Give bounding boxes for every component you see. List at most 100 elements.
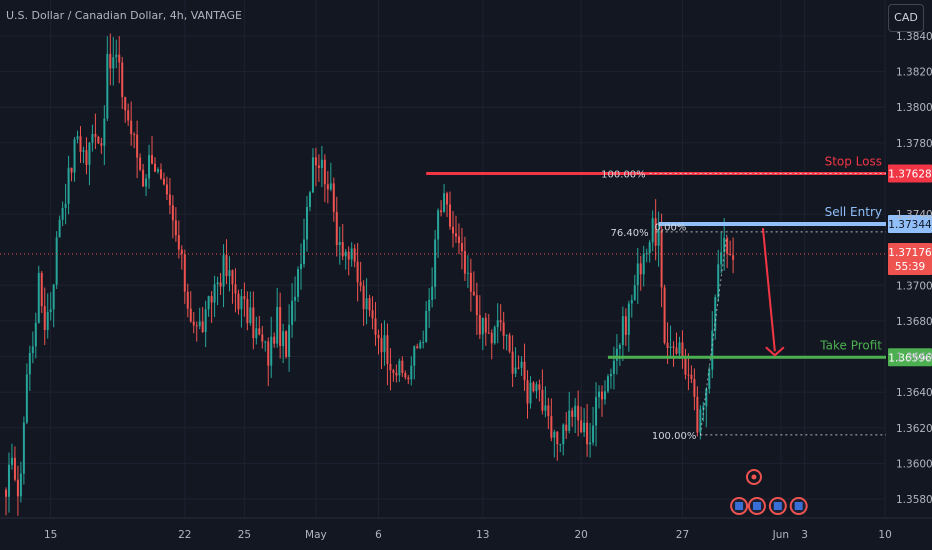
candle — [198, 321, 201, 326]
candle — [475, 295, 478, 316]
candle — [171, 205, 174, 221]
candle — [222, 254, 225, 287]
candle — [621, 316, 624, 345]
candle — [452, 226, 454, 234]
candle — [693, 378, 696, 397]
candle — [639, 263, 642, 275]
candle — [368, 298, 371, 311]
candle — [487, 332, 490, 334]
candle — [684, 358, 687, 375]
candle — [454, 233, 457, 237]
candle — [478, 315, 481, 335]
candle — [201, 321, 204, 332]
candle — [300, 263, 303, 270]
candle — [52, 284, 55, 310]
candle — [297, 269, 300, 297]
candle — [595, 397, 598, 426]
candle — [288, 324, 291, 357]
candle — [440, 210, 443, 213]
candle — [323, 159, 326, 185]
candle — [577, 405, 580, 421]
candle — [240, 296, 243, 310]
candle — [469, 272, 472, 292]
candle — [228, 270, 231, 277]
candle — [162, 178, 165, 185]
candle — [19, 473, 22, 497]
candle — [389, 363, 392, 371]
candle — [717, 264, 720, 298]
price-tick-label: 1.37400 — [896, 209, 932, 221]
candle — [720, 252, 723, 265]
candle — [618, 344, 621, 349]
price-tick-label: 1.36600 — [896, 352, 932, 364]
candle — [314, 157, 317, 166]
candle — [133, 134, 136, 136]
candle — [481, 317, 484, 335]
candle — [678, 342, 681, 354]
candle — [359, 282, 362, 286]
candle — [708, 369, 711, 389]
candle — [583, 422, 586, 433]
time-tick-label: 10 — [878, 529, 891, 541]
events-layer — [730, 469, 808, 515]
candle — [645, 253, 648, 255]
time-tick-label: Jun — [772, 529, 789, 541]
candle — [463, 251, 466, 274]
stop-loss-price-badge — [888, 164, 932, 183]
candle — [234, 284, 237, 294]
time-tick-label: 15 — [44, 529, 57, 541]
take-profit-price-badge — [888, 348, 932, 367]
candle — [249, 307, 252, 324]
candle — [362, 285, 365, 310]
candle — [168, 194, 171, 206]
candle — [192, 321, 195, 326]
candle — [410, 365, 413, 380]
candle — [61, 207, 64, 220]
candle — [341, 241, 344, 257]
candle — [523, 361, 526, 381]
candle — [496, 320, 499, 328]
candle — [371, 310, 374, 319]
candle — [88, 142, 91, 165]
candle — [326, 184, 329, 190]
sell-entry-price-label: 1.37344 — [888, 219, 932, 231]
candle — [303, 239, 305, 264]
candle — [514, 367, 517, 374]
candle — [5, 489, 7, 497]
candles-layer — [5, 33, 735, 516]
candle — [559, 444, 562, 446]
candle — [449, 204, 452, 227]
candle — [431, 286, 434, 300]
flag-icon — [794, 502, 803, 510]
candle — [16, 479, 19, 497]
candle — [696, 396, 699, 433]
candle — [109, 53, 112, 69]
candle — [672, 346, 675, 348]
candle — [347, 251, 350, 260]
levels-layer: Stop Loss 1.37628 Sell Entry 1.37344 Take Pr… — [0, 154, 932, 367]
time-tick-label: 6 — [375, 529, 382, 541]
candle — [37, 272, 40, 323]
arrow-head — [765, 346, 785, 357]
event-marker-dot-icon — [751, 474, 757, 480]
candle — [118, 54, 121, 63]
currency-button[interactable]: CAD — [888, 4, 924, 32]
candle — [460, 242, 463, 252]
time-tick-label: 25 — [238, 529, 251, 541]
flag-icon — [773, 502, 782, 510]
candle — [732, 255, 735, 260]
candle — [115, 54, 118, 58]
candle — [702, 406, 705, 410]
candle — [127, 110, 130, 121]
candle — [553, 431, 556, 438]
candle — [76, 136, 79, 140]
candle — [165, 184, 168, 195]
candle — [79, 136, 82, 152]
take-profit-price-label: 1.36596 — [888, 352, 932, 364]
stop-loss-line-label: Stop Loss — [825, 154, 882, 168]
candle — [446, 193, 449, 205]
time-tick-label: 3 — [801, 529, 808, 541]
candle — [380, 338, 383, 353]
